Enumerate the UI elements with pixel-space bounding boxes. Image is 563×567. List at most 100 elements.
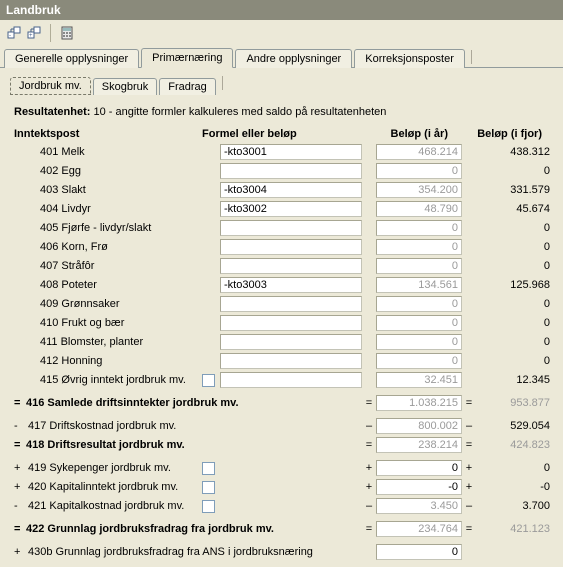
amount-last-year: 0 — [476, 165, 552, 177]
amount-this-year[interactable]: 0 — [376, 334, 462, 350]
tab-korreksjon[interactable]: Korreksjonsposter — [354, 49, 465, 68]
amount-last-year: 438.312 — [476, 146, 552, 158]
row-prefix: - — [14, 500, 26, 512]
svg-text:+: + — [29, 33, 33, 39]
row-label: 415 Øvrig inntekt jordbruk mv. — [26, 374, 202, 386]
sum-row: =416 Samlede driftsinntekter jordbruk mv… — [14, 394, 553, 412]
subtab-fradrag[interactable]: Fradrag — [159, 78, 216, 95]
formula-input[interactable] — [220, 220, 362, 236]
window-title: Landbruk — [6, 3, 61, 17]
income-row: 411 Blomster, planter00 — [14, 333, 553, 351]
formula-input[interactable] — [220, 163, 362, 179]
tab-primaer[interactable]: Primærnæring — [141, 48, 233, 68]
subtab-end-line — [222, 76, 223, 90]
hdr-formel: Formel eller beløp — [202, 128, 362, 140]
income-row: 403 Slakt-kto3004354.200331.579 — [14, 181, 553, 199]
sum-row: -421 Kapitalkostnad jordbruk mv.–3.450–3… — [14, 497, 553, 515]
formula-input[interactable] — [220, 258, 362, 274]
formula-input[interactable]: -kto3002 — [220, 201, 362, 217]
row-chk[interactable] — [202, 481, 220, 494]
row-label: 411 Blomster, planter — [26, 336, 202, 348]
amount-this-year[interactable]: 0 — [376, 353, 462, 369]
row-prefix: + — [14, 546, 26, 558]
amount-this-year[interactable]: 0 — [376, 239, 462, 255]
row-label: 418 Driftsresultat jordbruk mv. — [26, 439, 202, 451]
formula-input[interactable] — [220, 353, 362, 369]
amount-this-year[interactable]: 468.214 — [376, 144, 462, 160]
amount-last-year: 0 — [476, 241, 552, 253]
op2: – — [462, 420, 476, 432]
amount-this-year[interactable]: 0 — [376, 460, 462, 476]
svg-text:-: - — [9, 33, 11, 39]
op2: = — [462, 439, 476, 451]
title-bar: Landbruk — [0, 0, 563, 20]
formula-input[interactable]: -kto3004 — [220, 182, 362, 198]
amount-this-year[interactable]: 0 — [376, 220, 462, 236]
row-chk[interactable] — [202, 374, 220, 387]
row-label: 404 Livdyr — [26, 203, 202, 215]
formula-input[interactable] — [220, 296, 362, 312]
amount-this-year[interactable]: 0 — [376, 544, 462, 560]
row-label: 417 Driftskostnad jordbruk mv. — [26, 420, 202, 432]
amount-this-year[interactable]: 48.790 — [376, 201, 462, 217]
amount-this-year[interactable]: 0 — [376, 163, 462, 179]
formula-input[interactable]: -kto3001 — [220, 144, 362, 160]
amount-last-year: 331.579 — [476, 184, 552, 196]
tree-expand-icon[interactable]: + — [26, 25, 42, 41]
amount-this-year[interactable]: 3.450 — [376, 498, 462, 514]
subtab-skogbruk[interactable]: Skogbruk — [93, 78, 157, 95]
sub-tabs: Jordbruk mv. Skogbruk Fradrag — [0, 72, 563, 94]
op1: – — [362, 500, 376, 512]
row-label: 420 Kapitalinntekt jordbruk mv. — [26, 481, 202, 493]
income-row: 402 Egg00 — [14, 162, 553, 180]
amount-this-year[interactable]: 0 — [376, 296, 462, 312]
amount-this-year[interactable]: 1.038.215 — [376, 395, 462, 411]
amount-last-year: 0 — [476, 260, 552, 272]
row-label: 405 Fjørfe - livdyr/slakt — [26, 222, 202, 234]
subtab-jordbruk[interactable]: Jordbruk mv. — [10, 77, 91, 95]
sum-row: +419 Sykepenger jordbruk mv.+0+0 — [14, 459, 553, 477]
op2: = — [462, 397, 476, 409]
amount-this-year[interactable]: 134.561 — [376, 277, 462, 293]
amount-this-year[interactable]: -0 — [376, 479, 462, 495]
amount-this-year[interactable]: 238.214 — [376, 437, 462, 453]
result-text: 10 - angitte formler kalkuleres med sald… — [93, 106, 386, 118]
formula-input[interactable] — [220, 372, 362, 388]
op2: – — [462, 500, 476, 512]
amount-last-year: 529.054 — [476, 420, 552, 432]
row-prefix: = — [14, 523, 26, 535]
amount-this-year[interactable]: 32.451 — [376, 372, 462, 388]
row-label: 422 Grunnlag jordbruksfradrag fra jordbr… — [26, 523, 202, 535]
amount-last-year: 0 — [476, 317, 552, 329]
tab-andre[interactable]: Andre opplysninger — [235, 49, 352, 68]
amount-this-year[interactable]: 0 — [376, 258, 462, 274]
amount-last-year: 125.968 — [476, 279, 552, 291]
income-row: 409 Grønnsaker00 — [14, 295, 553, 313]
income-row: 405 Fjørfe - livdyr/slakt00 — [14, 219, 553, 237]
result-label: Resultatenhet: — [14, 106, 90, 118]
formula-input[interactable] — [220, 315, 362, 331]
tab-generelle[interactable]: Generelle opplysninger — [4, 49, 139, 68]
op1: + — [362, 462, 376, 474]
income-row: 401 Melk-kto3001468.214438.312 — [14, 143, 553, 161]
amount-last-year: 424.823 — [476, 439, 552, 451]
calculator-icon[interactable] — [59, 25, 75, 41]
row-label: 430b Grunnlag jordbruksfradrag fra ANS i… — [26, 546, 202, 558]
row-chk[interactable] — [202, 500, 220, 513]
amount-this-year[interactable]: 354.200 — [376, 182, 462, 198]
formula-input[interactable]: -kto3003 — [220, 277, 362, 293]
formula-input[interactable] — [220, 334, 362, 350]
row-label: 409 Grønnsaker — [26, 298, 202, 310]
formula-input[interactable] — [220, 239, 362, 255]
op2: = — [462, 523, 476, 535]
amount-this-year[interactable]: 800.002 — [376, 418, 462, 434]
income-row: 410 Frukt og bær00 — [14, 314, 553, 332]
amount-this-year[interactable]: 234.764 — [376, 521, 462, 537]
tree-collapse-icon[interactable]: - — [6, 25, 22, 41]
op1: = — [362, 397, 376, 409]
income-row: 406 Korn, Frø00 — [14, 238, 553, 256]
op2: + — [462, 481, 476, 493]
row-chk[interactable] — [202, 462, 220, 475]
toolbar: - + — [0, 20, 563, 46]
amount-this-year[interactable]: 0 — [376, 315, 462, 331]
